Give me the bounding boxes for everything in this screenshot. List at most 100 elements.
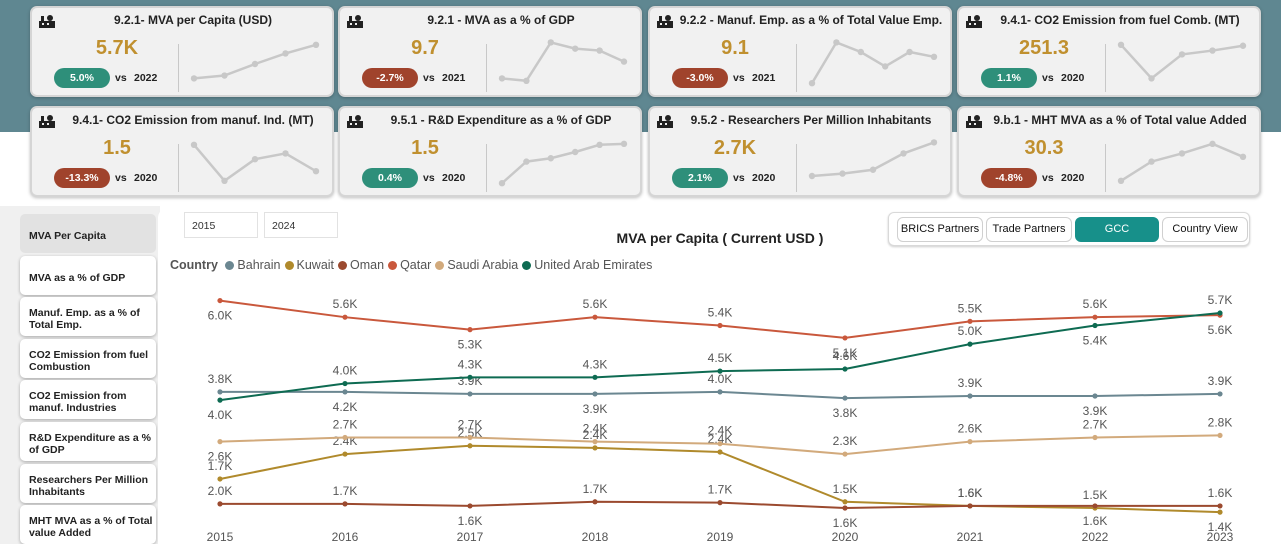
kpi-card[interactable]: 9.5.2 - Researchers Per Million Inhabita…: [648, 106, 952, 197]
data-point[interactable]: [217, 297, 223, 304]
data-point[interactable]: [1092, 322, 1098, 329]
kpi-compare-year: 2020: [1061, 172, 1085, 184]
data-point[interactable]: [842, 395, 848, 401]
kpi-card[interactable]: 9.2.1 - MVA as a % of GDP 9.7 -2.7% vs 2…: [338, 6, 642, 97]
data-point[interactable]: [842, 499, 848, 505]
data-point[interactable]: [967, 393, 973, 399]
data-point[interactable]: [967, 503, 973, 509]
data-point[interactable]: [467, 503, 473, 509]
data-point[interactable]: [592, 499, 598, 505]
sparkline-point: [1239, 42, 1247, 49]
data-point[interactable]: [967, 439, 973, 445]
data-point[interactable]: [1217, 310, 1223, 316]
data-point[interactable]: [467, 391, 473, 397]
kpi-sparkline: [498, 39, 628, 84]
data-point[interactable]: [592, 439, 598, 445]
sidebar-item[interactable]: MVA as a % of GDP: [20, 256, 156, 295]
legend-item[interactable]: Qatar: [388, 258, 431, 272]
sidebar-item[interactable]: R&D Expenditure as a % of GDP: [20, 422, 156, 461]
kpi-card[interactable]: 9.b.1 - MHT MVA as a % of Total value Ad…: [957, 106, 1261, 197]
line-chart: 3.8K4.2K3.9K3.9K4.0K3.8K3.9K3.9K3.9K1.7K…: [207, 293, 1234, 544]
data-point[interactable]: [592, 445, 598, 451]
legend-swatch: [225, 261, 235, 270]
factory-emission-icon: [966, 15, 982, 28]
data-point[interactable]: [717, 441, 723, 447]
data-point[interactable]: [1092, 314, 1098, 320]
data-point[interactable]: [592, 314, 598, 320]
data-point[interactable]: [1092, 393, 1098, 399]
legend-item[interactable]: Kuwait: [284, 258, 334, 272]
data-point[interactable]: [1092, 434, 1098, 441]
data-point[interactable]: [467, 374, 473, 380]
data-point[interactable]: [217, 439, 223, 445]
end-year-input[interactable]: 2024: [264, 212, 338, 238]
sparkline-point: [596, 47, 603, 54]
data-point[interactable]: [342, 389, 348, 395]
data-label: 1.6K: [958, 486, 983, 500]
data-point[interactable]: [717, 368, 723, 374]
legend-item[interactable]: Bahrain: [225, 258, 281, 272]
kpi-value: 9.7: [411, 37, 439, 59]
data-point[interactable]: [842, 335, 848, 341]
data-point[interactable]: [467, 443, 473, 449]
data-point[interactable]: [1217, 391, 1223, 397]
data-point[interactable]: [842, 366, 848, 372]
trade-partners-button[interactable]: Trade Partners: [986, 217, 1072, 242]
legend-item[interactable]: United Arab Emirates: [522, 258, 652, 272]
kpi-change-badge: 2.1%: [672, 168, 728, 188]
kpi-divider: [1105, 144, 1106, 192]
data-point[interactable]: [717, 449, 723, 455]
legend-swatch: [338, 261, 348, 270]
sidebar-item[interactable]: Manuf. Emp. as a % of Total Emp.: [20, 297, 156, 336]
sidebar-item[interactable]: Researchers Per Million Inhabitants: [20, 464, 156, 503]
data-point[interactable]: [342, 434, 348, 441]
sidebar-item[interactable]: CO2 Emission from manuf. Industries: [20, 380, 156, 419]
data-point[interactable]: [592, 391, 598, 397]
brics-partners-button[interactable]: BRICS Partners: [897, 217, 983, 242]
sparkline-point: [833, 39, 840, 46]
kpi-card[interactable]: 9.5.1 - R&D Expenditure as a % of GDP 1.…: [338, 106, 642, 197]
data-point[interactable]: [967, 318, 973, 324]
data-point[interactable]: [342, 501, 348, 507]
kpi-value: 2.7K: [713, 137, 757, 159]
sparkline-point: [251, 156, 259, 163]
data-label: 1.5K: [1083, 488, 1108, 502]
data-point[interactable]: [217, 501, 223, 507]
kpi-vs-label: vs: [1042, 172, 1054, 184]
kpi-card[interactable]: 9.2.2 - Manuf. Emp. as a % of Total Valu…: [648, 6, 952, 97]
data-point[interactable]: [717, 389, 723, 395]
data-point[interactable]: [1092, 503, 1098, 509]
data-point[interactable]: [842, 451, 848, 457]
data-point[interactable]: [217, 397, 223, 403]
data-point[interactable]: [717, 322, 723, 329]
data-point[interactable]: [842, 505, 848, 511]
kpi-card[interactable]: 9.2.1- MVA per Capita (USD) 5.7K 5.0% vs…: [30, 6, 334, 97]
data-point[interactable]: [467, 434, 473, 441]
kpi-card[interactable]: 9.4.1- CO2 Emission from manuf. Ind. (MT…: [30, 106, 334, 197]
data-point[interactable]: [342, 380, 348, 387]
data-point[interactable]: [592, 374, 598, 380]
data-point[interactable]: [1217, 503, 1223, 509]
sparkline-point: [1178, 150, 1186, 157]
data-point[interactable]: [467, 327, 473, 333]
data-point[interactable]: [342, 314, 348, 320]
data-point[interactable]: [1217, 509, 1223, 515]
data-point[interactable]: [967, 341, 973, 347]
sidebar-item[interactable]: MVA Per Capita: [20, 214, 156, 253]
data-point[interactable]: [342, 451, 348, 457]
gcc-button[interactable]: GCC: [1075, 217, 1159, 242]
data-point[interactable]: [217, 389, 223, 395]
kpi-card[interactable]: 9.4.1- CO2 Emission from fuel Comb. (MT)…: [957, 6, 1261, 97]
data-point[interactable]: [1217, 432, 1223, 439]
sidebar-item[interactable]: CO2 Emission from fuel Combustion: [20, 339, 156, 378]
sidebar-item[interactable]: MHT MVA as a % of Total value Added: [20, 505, 156, 544]
country-view-button[interactable]: Country View: [1162, 217, 1248, 242]
sparkline-point: [906, 48, 913, 56]
data-point[interactable]: [717, 500, 723, 506]
legend-item[interactable]: Oman: [338, 258, 384, 272]
data-label: 5.5K: [958, 301, 983, 315]
start-year-input[interactable]: 2015: [184, 212, 258, 238]
data-point[interactable]: [217, 476, 223, 482]
legend-item[interactable]: Saudi Arabia: [435, 258, 518, 272]
kpi-vs-label: vs: [733, 72, 745, 84]
